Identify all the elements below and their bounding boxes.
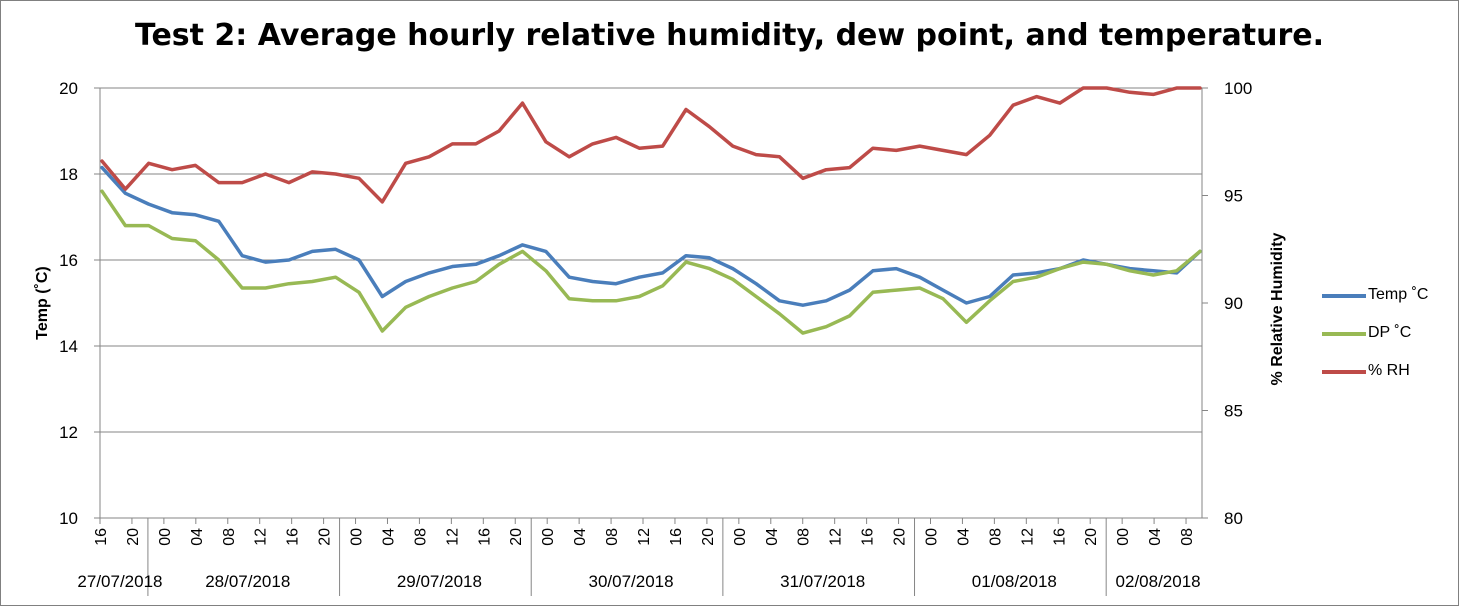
legend-label-dp: DP ˚C <box>1368 324 1412 341</box>
x-tick-label: 20 <box>892 528 909 546</box>
legend-swatch-dp <box>1322 332 1366 336</box>
x-tick-label: 08 <box>412 528 429 546</box>
x-tick-label: 00 <box>157 528 174 546</box>
x-tick-label: 20 <box>125 528 142 546</box>
x-tick-label: 08 <box>221 528 238 546</box>
date-label: 29/07/2018 <box>397 572 482 591</box>
x-tick-label: 00 <box>540 528 557 546</box>
x-tick-label: 00 <box>1115 528 1132 546</box>
x-tick-label: 16 <box>476 528 493 546</box>
x-tick-label: 08 <box>796 528 813 546</box>
chart-title: Test 2: Average hourly relative humidity… <box>134 18 1325 53</box>
date-label: 31/07/2018 <box>780 572 865 591</box>
series-line-2 <box>100 86 1202 204</box>
x-tick-label: 16 <box>860 528 877 546</box>
x-tick-label: 16 <box>668 528 685 546</box>
date-label: 28/07/2018 <box>205 572 290 591</box>
x-tick-label: 16 <box>93 528 110 546</box>
date-label: 27/07/2018 <box>77 572 162 591</box>
x-tick-label: 04 <box>1147 528 1164 546</box>
x-tick-label: 20 <box>508 528 525 546</box>
y2-tick-label: 85 <box>1224 402 1243 421</box>
legend-label-rh: % RH <box>1368 362 1410 379</box>
legend-swatch-temp <box>1322 294 1366 298</box>
x-tick-label: 00 <box>349 528 366 546</box>
date-label: 01/08/2018 <box>972 572 1057 591</box>
y-tick-label: 20 <box>59 79 78 98</box>
y-tick-label: 10 <box>59 509 78 528</box>
y-tick-label: 12 <box>59 423 78 442</box>
date-label: 30/07/2018 <box>588 572 673 591</box>
y2-axis-title: % Relative Humidity <box>1269 232 1286 385</box>
x-tick-label: 12 <box>253 528 270 546</box>
x-tick-label: 16 <box>1051 528 1068 546</box>
x-tick-label: 12 <box>636 528 653 546</box>
y-tick-label: 14 <box>59 337 78 356</box>
legend-label-temp: Temp ˚C <box>1368 286 1429 303</box>
y-axis-title: Temp (˚C) <box>34 266 51 339</box>
x-tick-label: 00 <box>732 528 749 546</box>
x-tick-label: 20 <box>317 528 334 546</box>
legend-swatch-rh <box>1322 370 1366 374</box>
y2-tick-label: 80 <box>1224 509 1243 528</box>
series-line-1 <box>100 189 1202 335</box>
x-tick-label: 20 <box>1083 528 1100 546</box>
y-tick-label: 18 <box>59 165 78 184</box>
x-tick-label: 00 <box>923 528 940 546</box>
series-line-0 <box>100 165 1202 307</box>
y2-tick-label: 100 <box>1224 79 1252 98</box>
x-tick-label: 08 <box>1179 528 1196 546</box>
x-tick-label: 12 <box>1019 528 1036 546</box>
x-tick-label: 20 <box>700 528 717 546</box>
x-tick-label: 08 <box>604 528 621 546</box>
x-tick-label: 04 <box>764 528 781 546</box>
date-label: 02/08/2018 <box>1116 572 1201 591</box>
x-tick-label: 16 <box>285 528 302 546</box>
x-tick-label: 12 <box>444 528 461 546</box>
x-tick-label: 08 <box>987 528 1004 546</box>
x-tick-label: 04 <box>189 528 206 546</box>
y-tick-label: 16 <box>59 251 78 270</box>
x-tick-label: 04 <box>572 528 589 546</box>
x-tick-label: 04 <box>955 528 972 546</box>
y2-tick-label: 90 <box>1224 294 1243 313</box>
x-tick-label: 12 <box>828 528 845 546</box>
x-tick-label: 04 <box>380 528 397 546</box>
y2-tick-label: 95 <box>1224 187 1243 206</box>
